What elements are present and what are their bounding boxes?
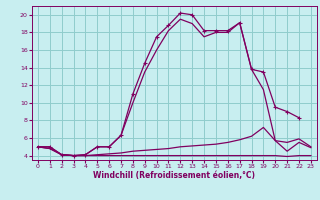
X-axis label: Windchill (Refroidissement éolien,°C): Windchill (Refroidissement éolien,°C) [93,171,255,180]
